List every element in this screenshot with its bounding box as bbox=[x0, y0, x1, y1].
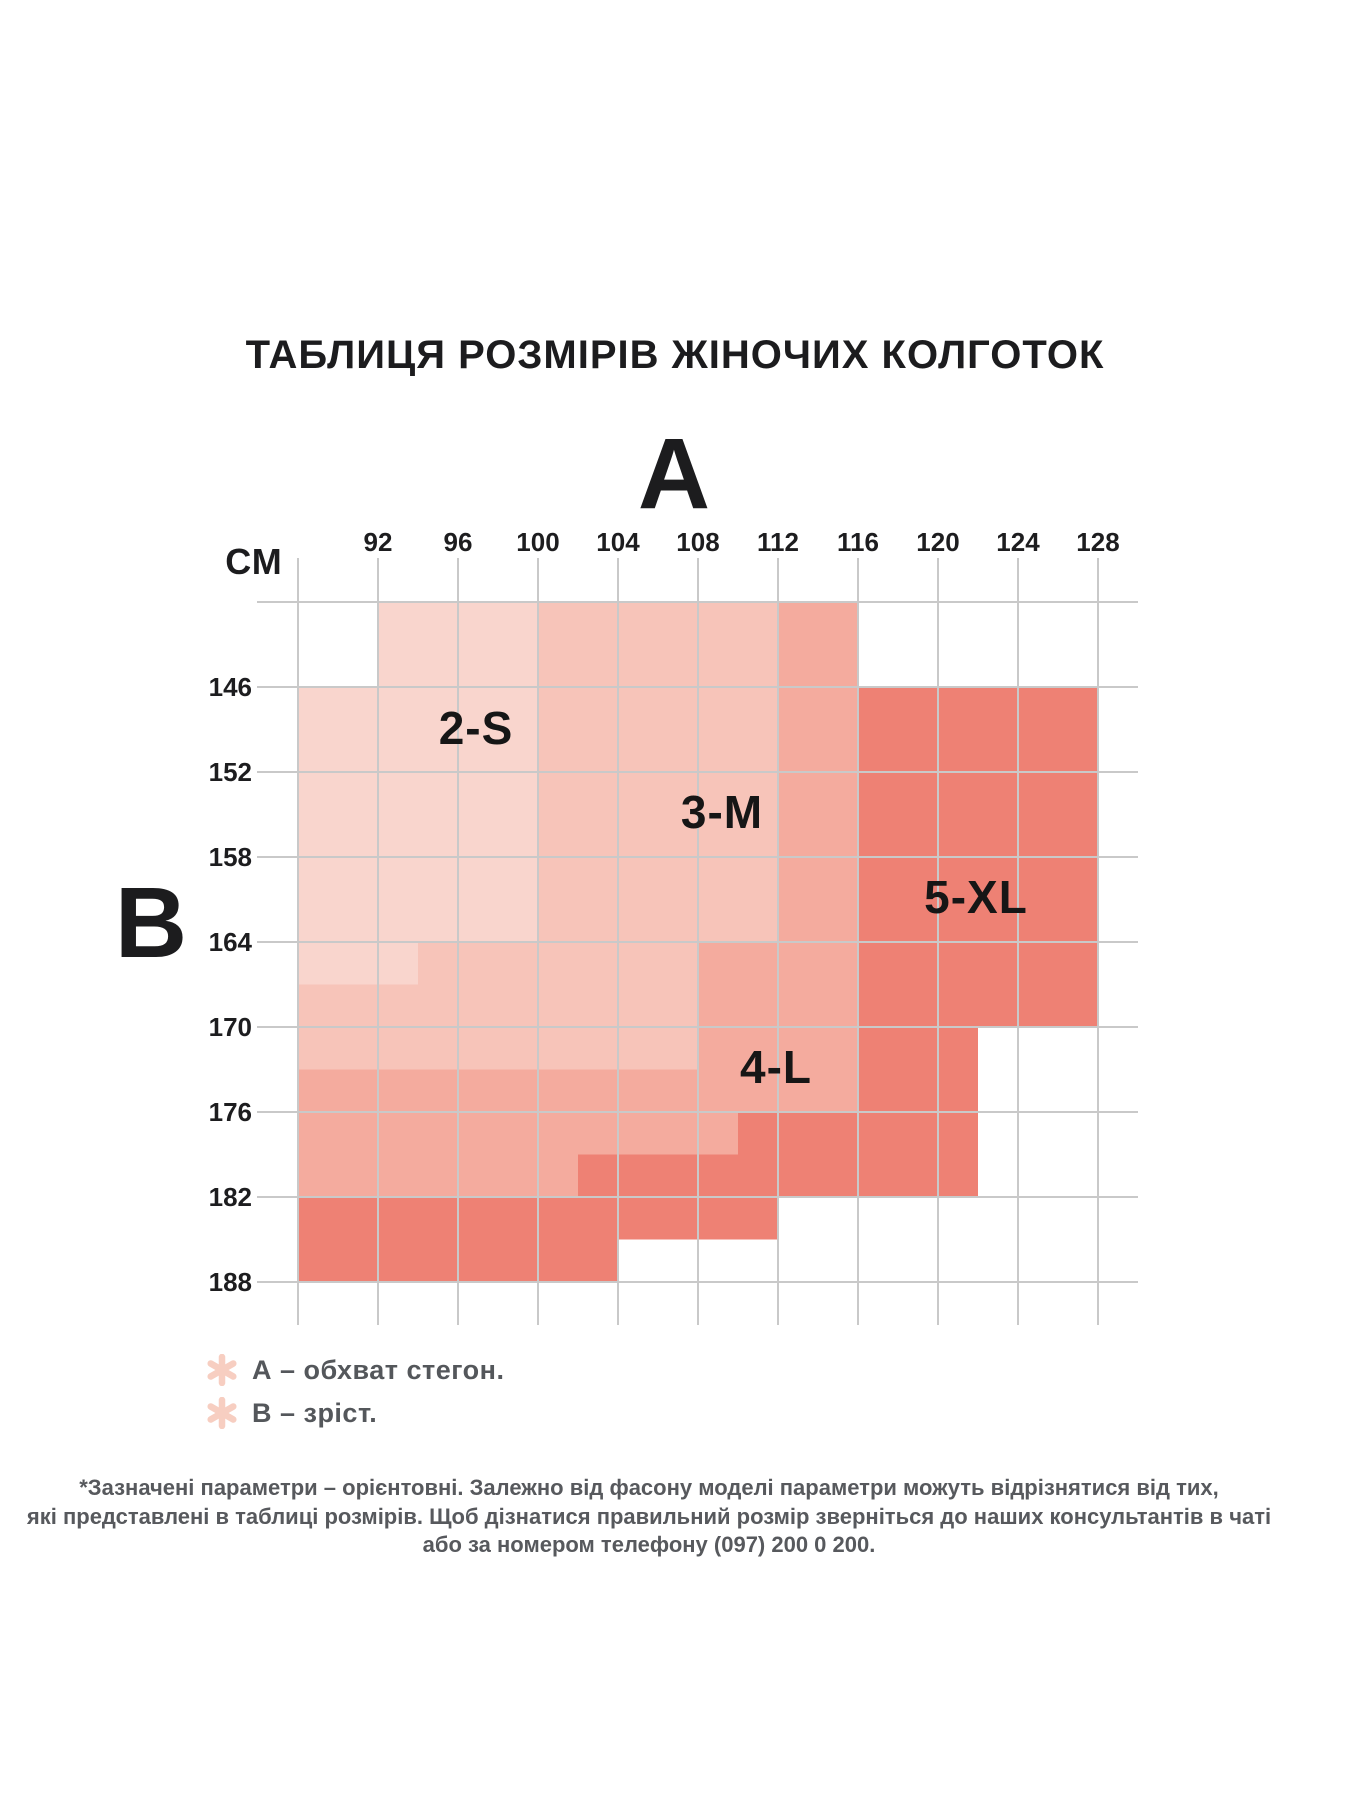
footnote-line-1: *Зазначені параметри – орієнтовні. Залеж… bbox=[79, 1475, 1219, 1500]
x-tick-128: 128 bbox=[1076, 527, 1120, 557]
y-tick-176: 176 bbox=[208, 1097, 252, 1127]
legend-item: А – обхват стегон. bbox=[206, 1354, 504, 1386]
y-tick-152: 152 bbox=[208, 757, 252, 787]
footnote-line-2: які представлені в таблиці розмірів. Щоб… bbox=[26, 1503, 1272, 1529]
x-tick-92: 92 bbox=[363, 527, 393, 557]
region-4-L bbox=[298, 602, 858, 1197]
axis-a-label: А bbox=[637, 418, 711, 530]
y-tick-188: 188 bbox=[208, 1267, 252, 1297]
footnote: *Зазначені параметри – орієнтовні. Залеж… bbox=[24, 1474, 1274, 1560]
x-tick-104: 104 bbox=[596, 527, 640, 557]
legend-item: В – зріст. bbox=[206, 1397, 377, 1429]
region-2-S bbox=[298, 602, 538, 985]
size-label-2-S: 2-S bbox=[438, 702, 514, 755]
size-label-4-L: 4-L bbox=[740, 1040, 812, 1093]
region-5-XL bbox=[298, 687, 1098, 1282]
legend-text: А – обхват стегон. bbox=[252, 1354, 505, 1385]
legend-text: В – зріст. bbox=[252, 1397, 378, 1428]
y-tick-182: 182 bbox=[208, 1182, 252, 1212]
asterisk-icon bbox=[207, 1397, 237, 1429]
y-tick-164: 164 bbox=[208, 927, 252, 957]
x-tick-120: 120 bbox=[916, 527, 960, 557]
size-label-3-M: 3-M bbox=[680, 785, 764, 838]
x-tick-100: 100 bbox=[516, 527, 560, 557]
x-tick-108: 108 bbox=[676, 527, 720, 557]
y-tick-158: 158 bbox=[208, 842, 252, 872]
footnote-line-3: або за номером телефону (097) 200 0 200. bbox=[422, 1532, 876, 1557]
x-tick-112: 112 bbox=[757, 527, 799, 557]
asterisk-icon bbox=[207, 1354, 237, 1386]
units-label: СМ bbox=[225, 541, 283, 582]
x-tick-116: 116 bbox=[837, 527, 879, 557]
axis-b-label: В bbox=[114, 867, 188, 979]
x-tick-124: 124 bbox=[996, 527, 1040, 557]
x-tick-96: 96 bbox=[443, 527, 473, 557]
y-tick-170: 170 bbox=[208, 1012, 252, 1042]
y-tick-146: 146 bbox=[208, 672, 252, 702]
size-label-5-XL: 5-XL bbox=[924, 870, 1028, 923]
page-title: ТАБЛИЦЯ РОЗМІРІВ ЖІНОЧИХ КОЛГОТОК bbox=[245, 333, 1105, 377]
